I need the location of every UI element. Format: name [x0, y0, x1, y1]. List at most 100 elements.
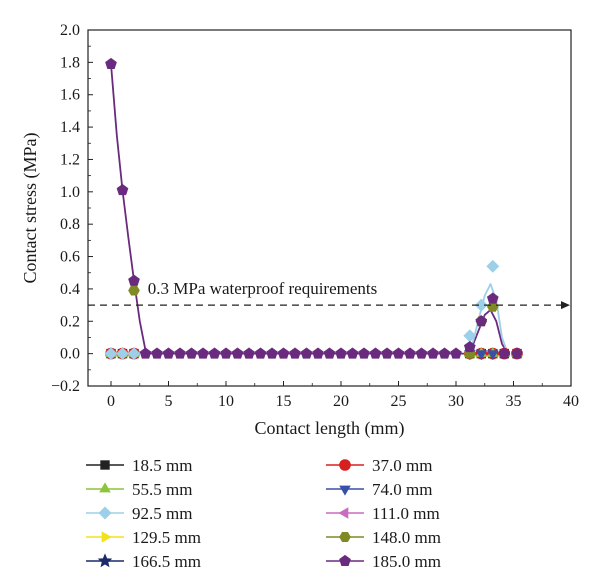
legend-marker [97, 553, 113, 568]
data-point [208, 347, 221, 359]
legend-label: 111.0 mm [372, 504, 440, 523]
data-point [381, 347, 393, 359]
marker-shape [404, 347, 416, 359]
legend-marker [339, 531, 351, 543]
marker-shape [220, 347, 232, 359]
data-point [335, 347, 347, 359]
marker-shape [346, 347, 359, 359]
data-point [438, 347, 451, 359]
y-tick-label: 0.0 [60, 346, 80, 363]
y-tick-label: 0.6 [60, 249, 80, 266]
y-tick-label: 0.2 [60, 313, 80, 330]
data-point [323, 347, 336, 359]
y-tick-label: −0.2 [51, 378, 80, 395]
annotation: 0.3 MPa waterproof requirements [88, 279, 570, 310]
marker-shape [338, 507, 349, 519]
marker-shape [511, 347, 523, 359]
marker-shape [185, 347, 198, 359]
marker-shape [339, 554, 351, 566]
data-point [128, 285, 140, 296]
marker-shape [243, 347, 255, 359]
marker-shape [335, 347, 347, 359]
data-point [498, 347, 511, 359]
fit-curves [110, 63, 509, 355]
marker-shape [128, 274, 140, 286]
marker-shape [97, 553, 113, 568]
legend-marker [101, 531, 112, 543]
marker-shape [289, 347, 301, 359]
marker-shape [450, 347, 462, 359]
data-point [312, 347, 324, 359]
data-point [162, 347, 175, 359]
legend-label: 55.5 mm [132, 480, 192, 499]
data-point [116, 347, 129, 361]
marker-shape [98, 506, 112, 520]
marker-shape [312, 347, 324, 359]
data-point [197, 347, 209, 359]
marker-shape [463, 329, 477, 343]
x-axis-label: Contact length (mm) [255, 418, 405, 439]
threshold-label: 0.3 MPa waterproof requirements [148, 279, 377, 298]
marker-shape [254, 347, 267, 359]
data-point [231, 347, 244, 359]
legend-marker [339, 459, 351, 471]
x-tick-label: 0 [107, 393, 115, 410]
marker-shape [463, 341, 476, 353]
data-point [404, 347, 416, 359]
y-tick-label: 0.8 [60, 216, 80, 233]
data-point [511, 347, 523, 359]
legend-marker [338, 507, 349, 519]
data-point [487, 350, 499, 361]
y-tick-label: 1.0 [60, 184, 80, 201]
legend: 18.5 mm 37.0 mm 55.5 mm 74.0 mm 92.5 mm 111.0… [86, 456, 441, 571]
marker-shape [139, 347, 152, 359]
data-point [277, 347, 290, 359]
x-tick-label: 40 [563, 393, 579, 410]
marker-shape [438, 347, 451, 359]
marker-shape [105, 57, 117, 69]
data-point [105, 57, 117, 69]
marker-shape [104, 347, 118, 361]
marker-shape [162, 347, 175, 359]
data-point [128, 274, 140, 286]
data-point [369, 347, 382, 359]
marker-shape [475, 315, 488, 327]
x-tick-label: 20 [333, 393, 349, 410]
y-tick-label: 1.6 [60, 87, 80, 104]
data-point [139, 347, 152, 359]
marker-shape [339, 485, 351, 496]
data-point [450, 347, 462, 359]
marker-shape [116, 184, 129, 196]
marker-shape [392, 347, 405, 359]
marker-shape [208, 347, 221, 359]
legend-marker [98, 506, 112, 520]
marker-shape [339, 531, 351, 543]
data-point [486, 259, 500, 273]
marker-shape [498, 347, 511, 359]
legend-marker [100, 460, 110, 470]
y-tick-label: 1.2 [60, 151, 80, 168]
data-point [220, 347, 232, 359]
marker-shape [381, 347, 393, 359]
data-point [415, 347, 428, 359]
marker-shape [415, 347, 428, 359]
marker-shape [486, 292, 499, 304]
y-axis-label: Contact stress (MPa) [20, 133, 41, 284]
axes: 0 5 10 15 20 25 30 35 40 −0.2 0.0 0.2 0.4 0.6 0.8 1.0 1.… [20, 22, 579, 439]
data-point [463, 329, 477, 343]
legend-marker [339, 485, 351, 496]
data-point [185, 347, 198, 359]
data-point [300, 347, 313, 359]
data-point [243, 347, 255, 359]
legend-label: 18.5 mm [132, 456, 192, 475]
marker-shape [197, 347, 209, 359]
data-point [475, 350, 488, 361]
data-point [358, 347, 370, 359]
marker-shape [358, 347, 370, 359]
data-point [392, 347, 405, 359]
threshold-arrowhead [561, 301, 570, 310]
data-point [266, 347, 278, 359]
marker-shape [100, 460, 110, 470]
legend-marker [339, 554, 351, 566]
data-point [174, 347, 186, 359]
